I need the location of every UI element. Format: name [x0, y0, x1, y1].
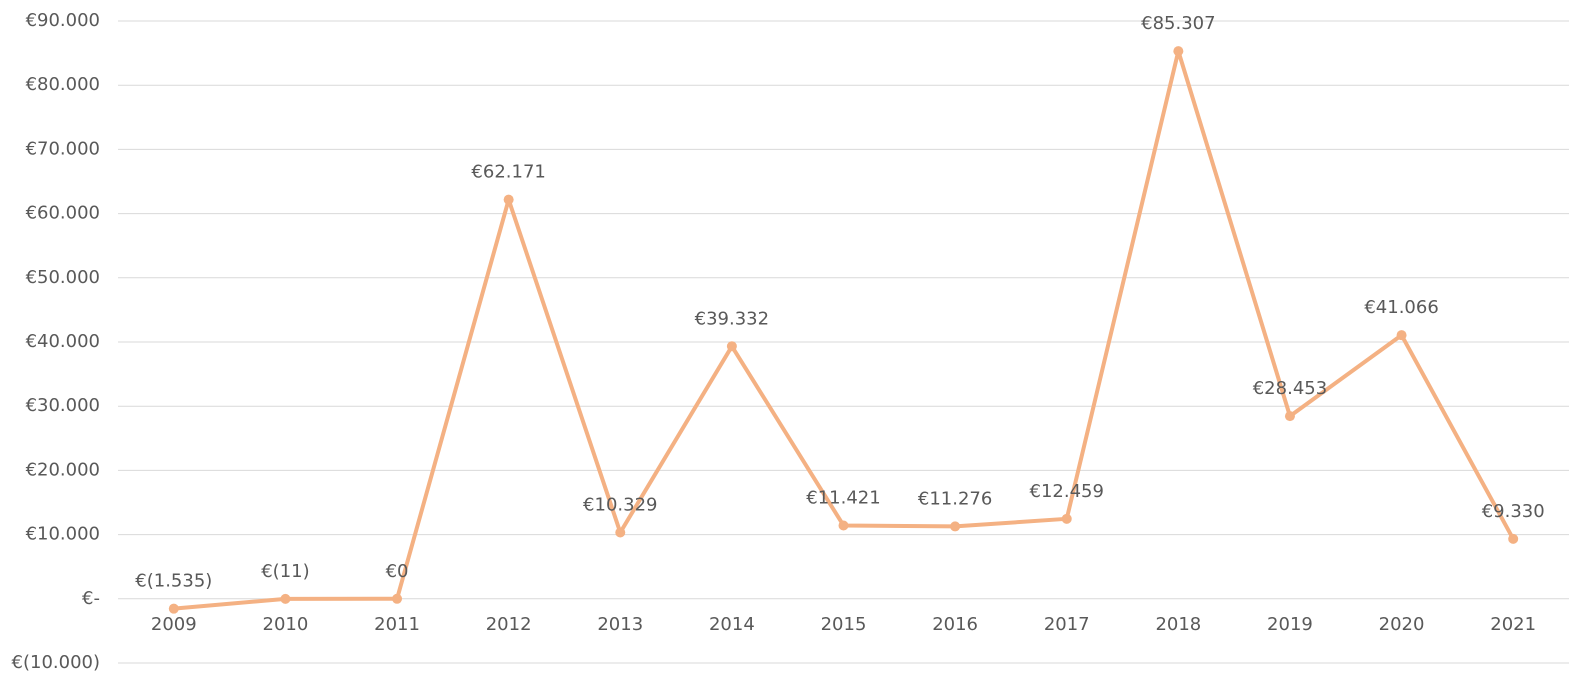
x-tick-label: 2019: [1267, 614, 1313, 635]
data-label: €(11): [261, 561, 309, 582]
data-point: [1284, 411, 1295, 422]
x-tick-label: 2012: [486, 614, 532, 635]
data-label: €41.066: [1364, 297, 1438, 318]
data-label: €28.453: [1253, 378, 1327, 399]
y-tick-label: €60.000: [26, 203, 100, 224]
data-point: [168, 603, 179, 614]
y-tick-label: €20.000: [26, 459, 100, 480]
y-tick-label: €30.000: [26, 395, 100, 416]
y-tick-label: €80.000: [26, 74, 100, 95]
y-tick-label: €-: [82, 588, 100, 609]
x-tick-label: 2014: [709, 614, 755, 635]
data-point: [392, 593, 403, 604]
data-point: [503, 194, 514, 205]
data-label: €11.421: [806, 487, 880, 508]
data-label: €39.332: [695, 308, 769, 329]
data-label: €0: [386, 561, 409, 582]
y-tick-label: €(10.000): [12, 652, 100, 673]
data-point: [838, 520, 849, 531]
x-tick-label: 2020: [1379, 614, 1425, 635]
y-tick-label: €50.000: [26, 267, 100, 288]
x-tick-label: 2011: [374, 614, 420, 635]
data-label: €11.276: [918, 488, 992, 509]
x-tick-label: 2016: [932, 614, 978, 635]
y-tick-label: €10.000: [26, 524, 100, 545]
x-tick-label: 2017: [1044, 614, 1090, 635]
x-tick-label: 2015: [821, 614, 867, 635]
y-tick-label: €40.000: [26, 331, 100, 352]
x-tick-label: 2018: [1155, 614, 1201, 635]
data-label: €62.171: [471, 162, 545, 183]
data-label: €9.330: [1482, 501, 1545, 522]
data-label: €(1.535): [135, 571, 212, 592]
y-tick-label: €90.000: [26, 10, 100, 31]
data-point: [726, 341, 737, 352]
data-label: €12.459: [1030, 481, 1104, 502]
data-point: [1396, 330, 1407, 341]
data-label: €85.307: [1141, 13, 1215, 34]
data-point: [1173, 46, 1184, 57]
data-point: [1061, 513, 1072, 524]
data-point: [950, 521, 961, 532]
x-tick-label: 2010: [263, 614, 309, 635]
data-label: €10.329: [583, 494, 657, 515]
x-tick-label: 2009: [151, 614, 197, 635]
x-tick-label: 2013: [597, 614, 643, 635]
x-tick-label: 2021: [1490, 614, 1536, 635]
data-point: [1508, 533, 1519, 544]
y-tick-label: €70.000: [26, 138, 100, 159]
data-point: [280, 593, 291, 604]
data-point: [615, 527, 626, 538]
